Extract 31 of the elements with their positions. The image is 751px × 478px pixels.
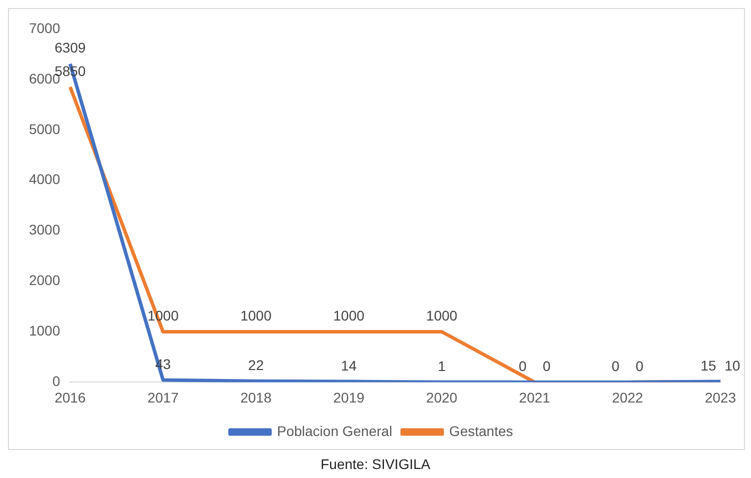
x-tick-label: 2016 [54,389,86,406]
x-tick-label: 2021 [519,389,550,406]
y-tick-label: 0 [52,373,60,390]
y-tick-label: 3000 [28,222,60,238]
y-tick-label: 1000 [28,322,60,339]
data-label: 1000 [240,308,272,324]
data-label: 0 [542,358,551,374]
data-label: 1 [438,358,446,374]
legend-label: Gestantes [449,422,514,439]
x-tick-label: 2017 [147,389,179,406]
y-tick-label: 5000 [28,120,60,137]
data-label: 22 [248,356,264,373]
y-tick-label: 4000 [28,171,60,188]
data-label: 10 [724,358,740,374]
x-tick-label: 2019 [333,389,365,406]
x-tick-label: 2018 [240,389,272,406]
x-tick-label: 2022 [612,389,644,406]
data-label: 1000 [333,308,365,324]
data-label: 0 [518,358,527,374]
legend-label: Poblacion General [277,422,392,439]
data-label: 6309 [54,40,86,56]
data-label: 15 [700,357,716,374]
x-tick-label: 2023 [704,389,736,406]
data-label: 1000 [426,308,458,324]
y-tick-label: 2000 [28,272,60,288]
data-label: 0 [612,358,620,374]
y-tick-label: 7000 [28,20,60,36]
data-label: 14 [341,357,357,374]
x-tick-label: 2020 [426,389,458,406]
data-label: 0 [636,358,644,374]
source-note: Fuente: SIVIGILA [320,456,432,472]
